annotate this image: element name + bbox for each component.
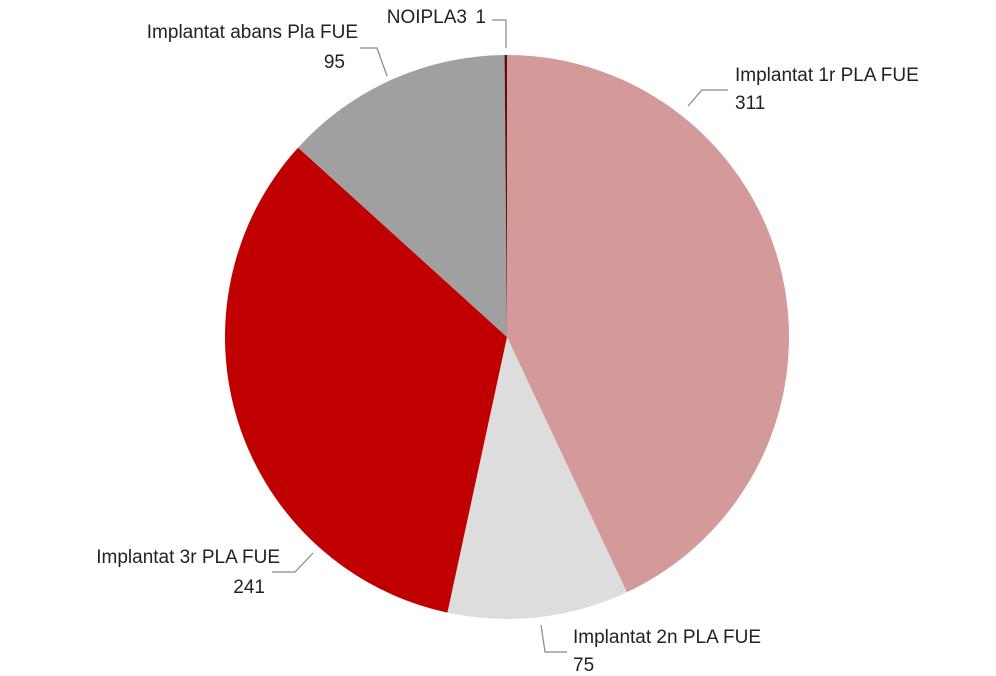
pie-slice (298, 55, 507, 337)
leader-line (687, 89, 728, 107)
leader-line (540, 624, 567, 653)
leader-line (360, 47, 388, 77)
value-label: 95 (324, 52, 345, 73)
slice-label: Implantat 3r PLA FUE (96, 547, 280, 568)
pie-slice (447, 337, 627, 619)
leader-line (492, 19, 507, 48)
slice-label: Implantat 1r PLA FUE (735, 65, 919, 86)
slice-label: Implantat 2n PLA FUE (573, 627, 761, 648)
pie-slice (225, 147, 507, 613)
value-label: 241 (233, 577, 265, 598)
slice-label: NOIPLA3 (387, 7, 467, 28)
slice-label: Implantat abans Pla FUE (147, 22, 358, 43)
pie-slice (507, 55, 789, 593)
value-label: 1 (475, 7, 486, 28)
value-label: 75 (573, 655, 594, 676)
leader-line (272, 552, 314, 573)
pie-slice (504, 55, 507, 337)
value-label: 311 (735, 93, 765, 114)
